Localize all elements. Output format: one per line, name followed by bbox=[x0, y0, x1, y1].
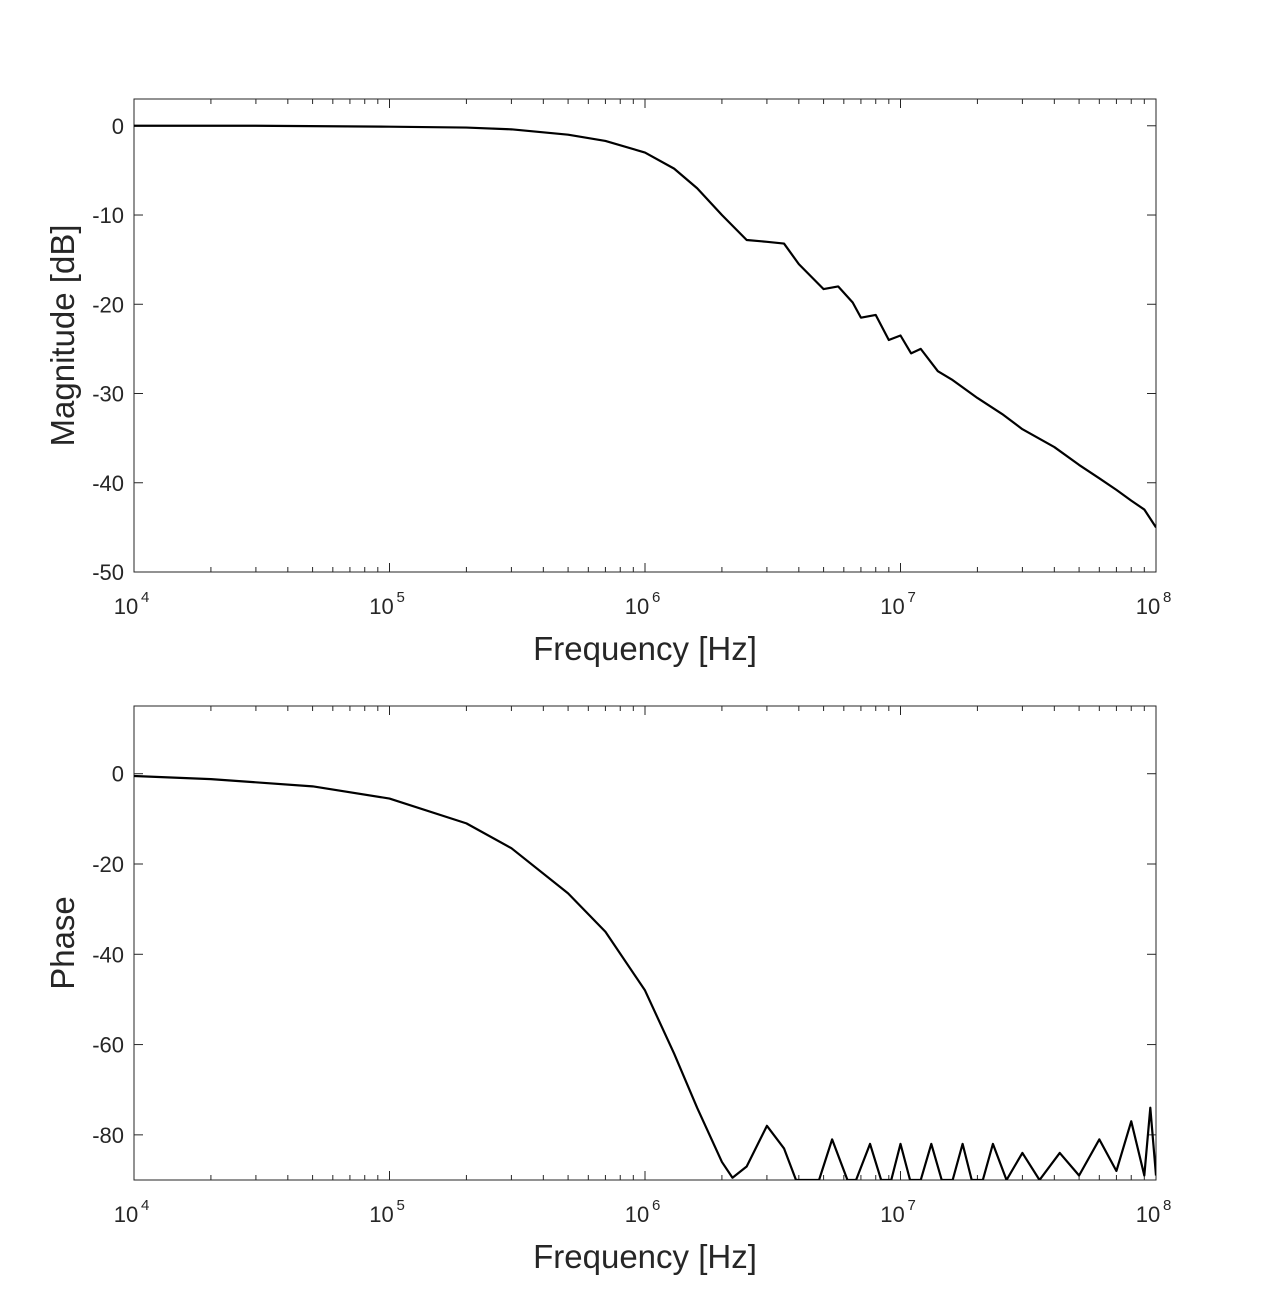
phase-x-tick-exponent: 4 bbox=[141, 1197, 149, 1214]
magnitude-x-tick-label: 10 bbox=[625, 594, 649, 619]
magnitude-x-tick-label: 10 bbox=[880, 594, 904, 619]
phase-x-axis-label: Frequency [Hz] bbox=[533, 1238, 757, 1275]
phase-x-tick-label: 10 bbox=[114, 1202, 138, 1227]
magnitude-x-tick-exponent: 4 bbox=[141, 589, 149, 606]
phase-series-line bbox=[134, 774, 1156, 1180]
magnitude-x-tick-exponent: 6 bbox=[652, 589, 660, 606]
magnitude-x-axis-label: Frequency [Hz] bbox=[533, 630, 757, 667]
phase-x-tick-exponent: 8 bbox=[1163, 1197, 1171, 1214]
phase-y-tick-label: -40 bbox=[92, 942, 124, 967]
phase-x-tick-label: 10 bbox=[369, 1202, 393, 1227]
magnitude-axes-frame bbox=[133, 98, 1157, 573]
phase-x-tick-exponent: 5 bbox=[397, 1197, 405, 1214]
magnitude-y-tick-label: 0 bbox=[112, 114, 124, 139]
phase-x-tick-label: 10 bbox=[880, 1202, 904, 1227]
magnitude-x-tick-label: 10 bbox=[1136, 594, 1160, 619]
phase-x-tick-label: 10 bbox=[1136, 1202, 1160, 1227]
phase-x-tick-exponent: 6 bbox=[652, 1197, 660, 1214]
phase-axes-frame bbox=[133, 705, 1157, 1181]
magnitude-y-tick-label: -40 bbox=[92, 471, 124, 496]
magnitude-y-tick-label: -50 bbox=[92, 560, 124, 585]
phase-x-tick-exponent: 7 bbox=[908, 1197, 916, 1214]
magnitude-x-tick-exponent: 7 bbox=[908, 589, 916, 606]
magnitude-series-line bbox=[134, 124, 1156, 528]
phase-y-tick-label: -20 bbox=[92, 852, 124, 877]
magnitude-x-tick-exponent: 8 bbox=[1163, 589, 1171, 606]
magnitude-y-tick-label: -30 bbox=[92, 382, 124, 407]
magnitude-y-axis-label: Magnitude [dB] bbox=[44, 225, 81, 447]
phase-y-axis-label: Phase bbox=[44, 896, 81, 990]
phase-x-tick-label: 10 bbox=[625, 1202, 649, 1227]
phase-y-tick-label: -60 bbox=[92, 1033, 124, 1058]
magnitude-x-tick-label: 10 bbox=[369, 594, 393, 619]
magnitude-x-tick-label: 10 bbox=[114, 594, 138, 619]
magnitude-y-tick-label: -10 bbox=[92, 203, 124, 228]
magnitude-x-tick-exponent: 5 bbox=[397, 589, 405, 606]
magnitude-y-tick-label: -20 bbox=[92, 292, 124, 317]
phase-y-tick-label: 0 bbox=[112, 762, 124, 787]
phase-y-tick-label: -80 bbox=[92, 1123, 124, 1148]
